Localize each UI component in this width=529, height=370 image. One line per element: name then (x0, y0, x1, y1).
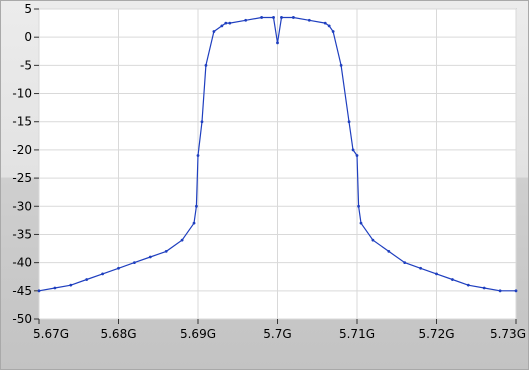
data-point (451, 278, 454, 281)
data-point (192, 221, 196, 225)
grid (38, 8, 517, 320)
data-point (200, 120, 204, 124)
data-point (164, 249, 168, 253)
data-point (224, 21, 228, 25)
y-tick-label: -40 (12, 256, 32, 270)
data-point (212, 30, 216, 33)
y-tick-label: -45 (12, 284, 32, 298)
data-point (260, 16, 263, 19)
data-point (85, 278, 89, 281)
data-point (371, 238, 375, 242)
y-tick-label: -5 (20, 58, 32, 72)
data-point (133, 261, 136, 265)
data-point (195, 204, 198, 208)
data-point (498, 289, 502, 293)
data-point (272, 16, 275, 19)
data-point (204, 63, 208, 67)
x-axis: 5.67G 5.68G 5.69G 5.7G 5.71G 5.72G 5.73G (33, 319, 526, 341)
y-tick-label: -30 (12, 199, 32, 213)
y-tick-label: 5 (24, 2, 32, 16)
data-point (228, 21, 232, 25)
data-point (347, 120, 351, 124)
data-point (280, 16, 283, 19)
data-point (292, 16, 295, 19)
data-point (327, 24, 331, 28)
y-tick-label: -35 (12, 227, 32, 241)
data-point (419, 266, 422, 270)
y-tick-label: -20 (12, 143, 32, 157)
y-tick-label: -50 (12, 312, 32, 326)
data-point (466, 283, 470, 287)
y-tick-label: -10 (12, 87, 32, 101)
markers (37, 16, 518, 293)
data-point (196, 154, 200, 157)
data-point (276, 41, 279, 45)
y-axis: 5 0 -5 -10 -15 -20 -25 -30 -35 -40 -45 -50 (12, 2, 39, 326)
data-point (117, 266, 120, 270)
data-point (331, 30, 335, 33)
y-tick-label: -15 (12, 115, 32, 129)
data-point (37, 289, 41, 293)
data-point (148, 255, 152, 259)
x-tick-label: 5.72G (418, 327, 454, 341)
y-tick-label: 0 (24, 30, 32, 44)
data-point (403, 261, 407, 265)
data-point (323, 21, 327, 25)
x-tick-label: 5.7G (263, 327, 291, 341)
data-point (53, 286, 57, 290)
data-point (339, 63, 343, 67)
data-point (351, 148, 355, 152)
data-point (180, 238, 184, 242)
data-point (244, 18, 248, 22)
data-point (69, 283, 73, 287)
x-tick-label: 5.71G (339, 327, 375, 341)
data-point (359, 221, 363, 225)
data-point (514, 289, 518, 293)
data-point (435, 272, 438, 276)
data-point (357, 204, 360, 208)
data-point (482, 286, 486, 290)
data-point (307, 18, 311, 22)
x-tick-label: 5.68G (100, 327, 136, 341)
data-point (101, 272, 104, 276)
data-point (220, 24, 224, 28)
data-point (355, 154, 359, 157)
x-tick-label: 5.73G (490, 327, 526, 341)
x-tick-label: 5.69G (180, 327, 216, 341)
data-point (387, 249, 391, 253)
y-tick-label: -25 (12, 171, 32, 185)
x-tick-label: 5.67G (33, 327, 69, 341)
